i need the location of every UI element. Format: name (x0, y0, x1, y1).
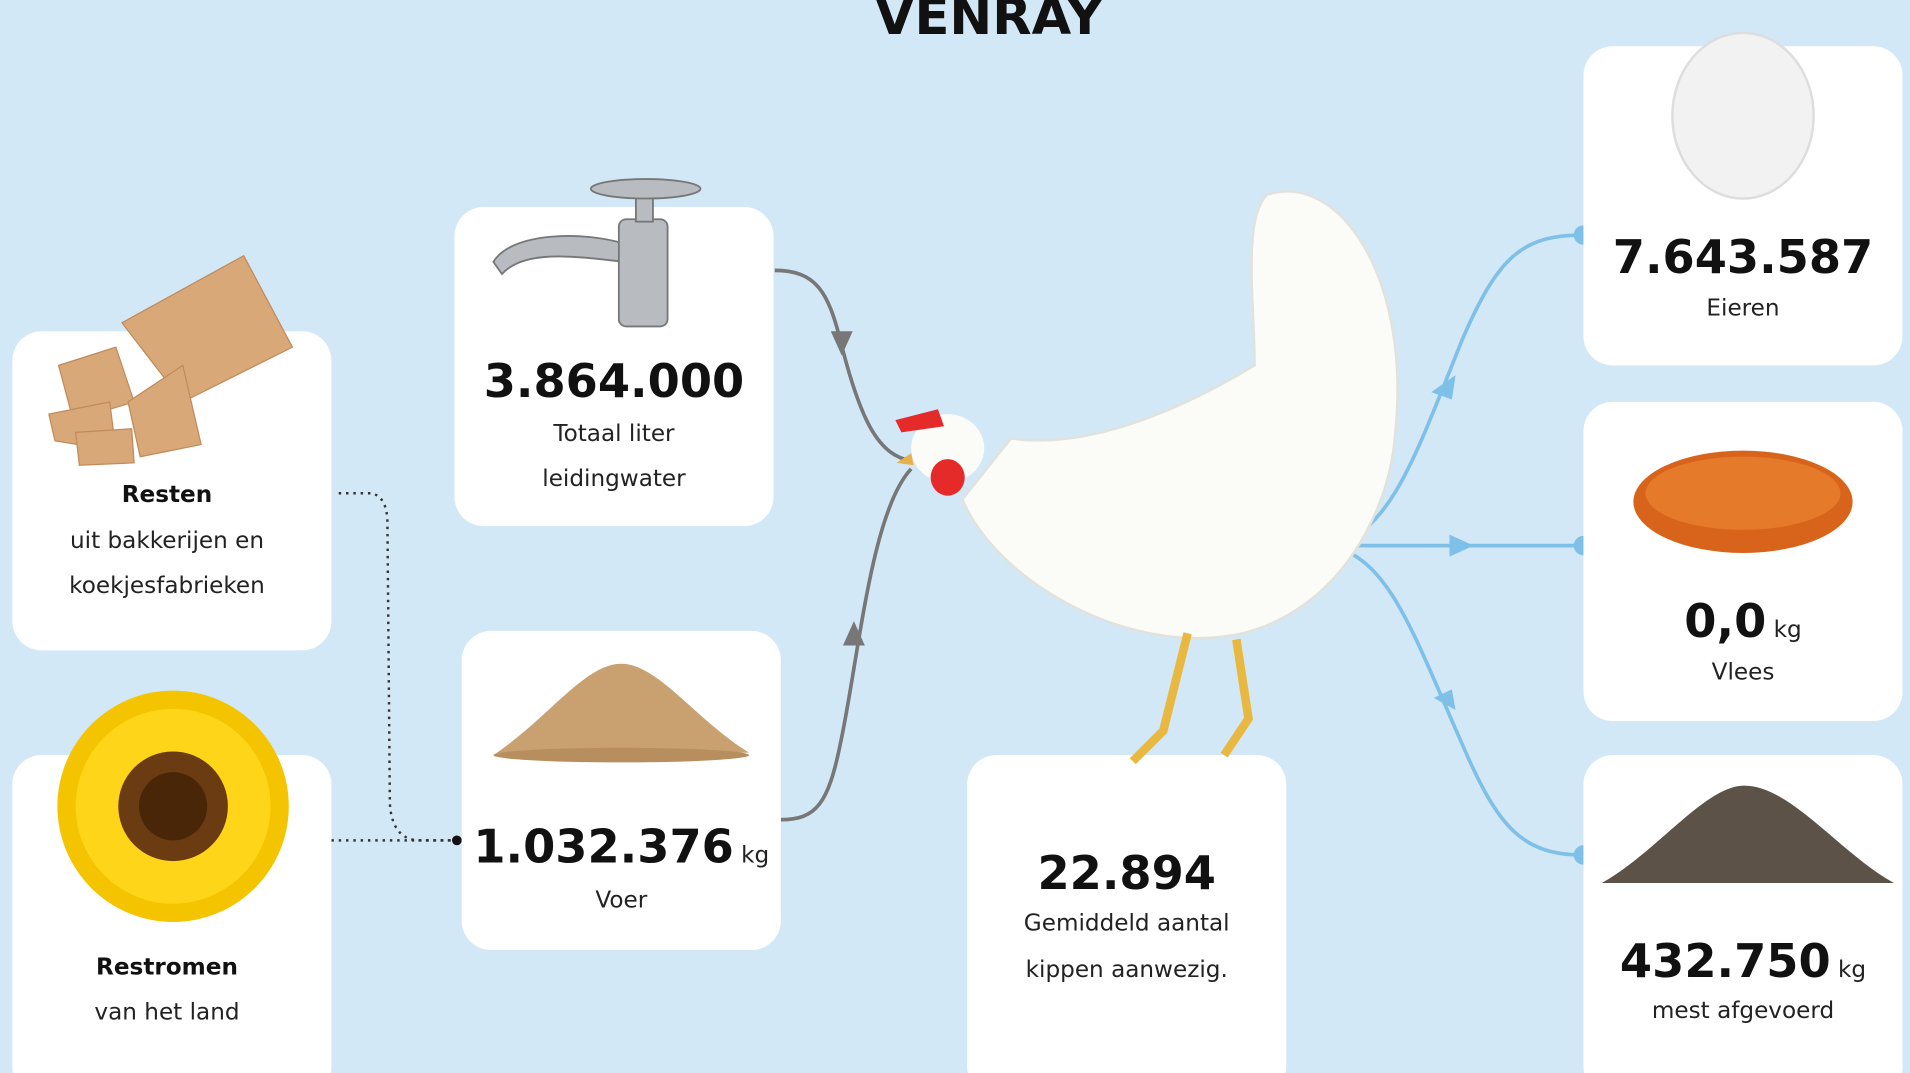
title: VENRAY (875, 0, 1104, 47)
card-chickens (967, 755, 1287, 1073)
value: 0,0 (1684, 594, 1766, 648)
value: 22.894 (1037, 846, 1216, 900)
value-with-unit: 1.032.376 kg (473, 819, 769, 873)
unit: kg (1774, 617, 1802, 643)
chicken-image (895, 190, 1399, 765)
value: 432.750 (1620, 934, 1831, 988)
card-eieren (1583, 46, 1903, 366)
card-text: Gemiddeld aantal (1024, 911, 1230, 937)
card-voer (461, 630, 781, 950)
sunflower-image (57, 690, 289, 922)
card-title: Resten (122, 482, 212, 508)
tap-image (492, 178, 702, 328)
card-text: van het land (94, 999, 239, 1025)
card-title: Restromen (96, 954, 238, 980)
card-text: Vlees (1712, 660, 1775, 686)
croquette-image (1633, 450, 1853, 553)
card-text: leidingwater (542, 466, 686, 492)
card-text: mest afgevoerd (1652, 998, 1834, 1024)
card-text: uit bakkerijen en (70, 528, 264, 554)
egg-image (1671, 31, 1815, 200)
card-text: Voer (595, 887, 647, 913)
value-with-unit: 432.750 kg (1620, 934, 1866, 988)
manure-image (1601, 785, 1895, 884)
unit: kg (1838, 957, 1866, 983)
unit: kg (741, 842, 769, 868)
value: 7.643.587 (1613, 230, 1874, 284)
card-text: koekjesfabrieken (69, 573, 265, 599)
value-with-unit: 0,0 kg (1684, 594, 1801, 648)
dot (451, 835, 462, 846)
arrow (830, 331, 853, 356)
card-text: Eieren (1706, 295, 1779, 321)
card-water (454, 207, 774, 527)
card-text: kippen aanwezig. (1026, 957, 1228, 983)
value: 3.864.000 (484, 354, 744, 408)
dotted-connectors (331, 492, 455, 842)
value: 1.032.376 (473, 819, 734, 873)
feed-image (493, 663, 750, 763)
arrow (842, 621, 865, 646)
card-text: Totaal liter (552, 421, 675, 447)
crackers-image (48, 254, 294, 466)
